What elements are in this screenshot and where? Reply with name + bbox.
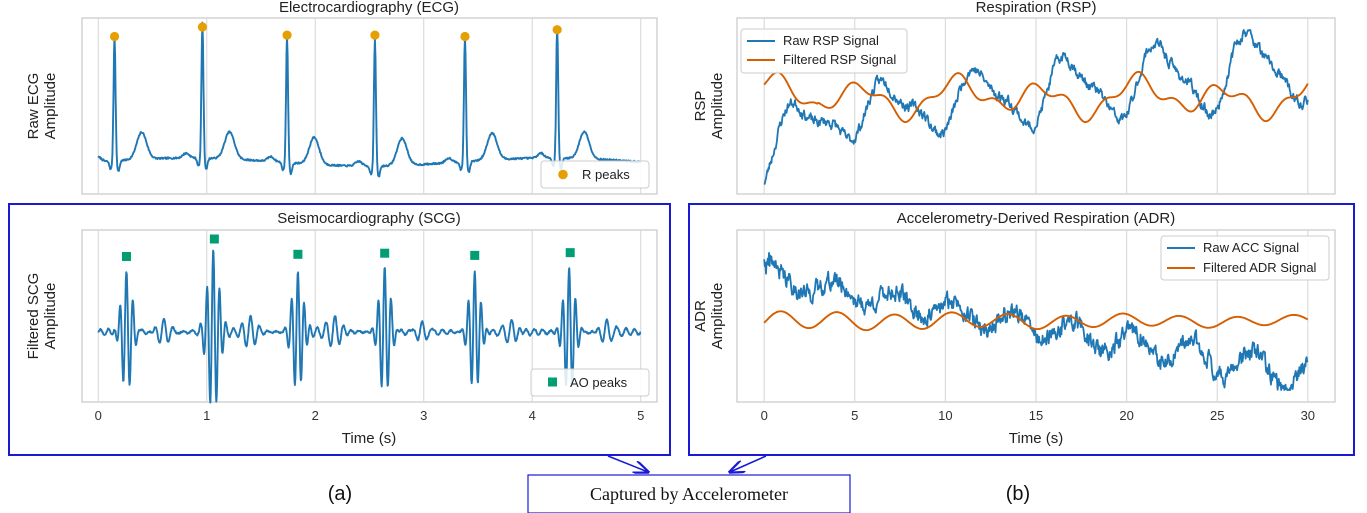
- adr-ylabel-line2: Amplitude: [709, 283, 726, 350]
- ecg-ylabel-line2: Amplitude: [42, 73, 59, 140]
- r-peak-marker: [109, 31, 120, 42]
- scg-xtick-labels: 0 1 2 3 4 5: [95, 408, 645, 423]
- raw-acc-trace: [763, 252, 1309, 391]
- ecg-panel: Electrocardiography (ECG) Raw ECG Amplit…: [25, 0, 658, 195]
- rsp-legend-filtered-label: Filtered RSP Signal: [783, 52, 896, 67]
- adr-traces: [763, 252, 1309, 391]
- adr-legend-box: [1160, 235, 1330, 281]
- ecg-ylabel: Raw ECG Amplitude: [25, 73, 59, 140]
- adr-xlabel: Time (s): [1009, 430, 1063, 447]
- caption-text: Captured by Accelerometer: [590, 484, 788, 504]
- scg-legend-label: AO peaks: [570, 375, 628, 390]
- scg-xtick-label: 3: [420, 408, 427, 423]
- adr-xtick-label: 30: [1301, 408, 1315, 423]
- adr-ylabel-line1: ADR: [692, 300, 709, 332]
- scg-title: Seismocardiography (SCG): [277, 210, 460, 227]
- rsp-panel: Respiration (RSP) RSP Amplitude Raw RSP …: [692, 0, 1336, 195]
- adr-legend-raw-label: Raw ACC Signal: [1203, 240, 1299, 255]
- adr-legend-filtered-label: Filtered ADR Signal: [1203, 260, 1317, 275]
- scg-ao-peak-markers: [121, 234, 575, 261]
- scg-xtick-label: 4: [529, 408, 536, 423]
- r-peak-marker: [370, 30, 380, 40]
- rsp-ylabel: RSP Amplitude: [692, 73, 726, 140]
- adr-title: Accelerometry-Derived Respiration (ADR): [897, 210, 1175, 227]
- accelerometer-box-adr: [688, 203, 1355, 456]
- scg-xtick-label: 1: [203, 408, 210, 423]
- adr-xtick-label: 0: [761, 408, 768, 423]
- scg-xtick-label: 0: [95, 408, 102, 423]
- ao-peak-marker: [121, 251, 131, 261]
- accelerometer-box-scg: [8, 203, 671, 456]
- adr-xtick-label: 15: [1029, 408, 1043, 423]
- ecg-trace: [97, 21, 642, 178]
- rsp-ylabel-line2: Amplitude: [709, 73, 726, 140]
- filtered-rsp-trace: [763, 70, 1309, 124]
- rsp-traces: [763, 29, 1309, 185]
- ecg-title: Electrocardiography (ECG): [279, 0, 459, 16]
- ecg-r-peak-markers: [109, 22, 562, 42]
- ao-peak-marker: [470, 250, 480, 260]
- rsp-legend-raw-label: Raw RSP Signal: [783, 33, 879, 48]
- filtered-adr-trace: [763, 310, 1309, 332]
- scg-trace: [97, 249, 642, 404]
- scg-xtick-label: 5: [637, 408, 644, 423]
- scg-ylabel-line2: Amplitude: [42, 283, 59, 350]
- ecg-axes-frame: [81, 17, 658, 195]
- ecg-legend-label: R peaks: [582, 167, 630, 182]
- adr-legend: Raw ACC Signal Filtered ADR Signal: [1160, 235, 1330, 281]
- ecg-legend: R peaks: [540, 160, 650, 189]
- panel-label-b: (b): [1006, 483, 1030, 505]
- ecg-legend-box: [540, 160, 650, 189]
- scg-traces: [97, 249, 642, 404]
- adr-xtick-label: 25: [1210, 408, 1224, 423]
- scg-ylabel-line1: Filtered SCG: [25, 273, 42, 360]
- ao-peak-marker: [293, 249, 303, 259]
- ao-peak-marker: [565, 248, 575, 258]
- r-peak-marker: [460, 31, 470, 42]
- scg-panel: Seismocardiography (SCG) Filtered SCG Am…: [25, 210, 658, 447]
- ecg-traces: [97, 21, 642, 178]
- adr-ylabel: ADR Amplitude: [692, 283, 726, 350]
- scg-legend: AO peaks: [530, 368, 650, 397]
- r-peak-marker: [282, 30, 292, 40]
- ao-peak-marker: [380, 248, 390, 258]
- scg-xtick-label: 2: [312, 408, 319, 423]
- scg-ylabel: Filtered SCG Amplitude: [25, 273, 59, 360]
- scg-axes-frame: [81, 229, 658, 403]
- rsp-ylabel-line1: RSP: [692, 91, 709, 122]
- ao-peak-marker: [209, 234, 219, 244]
- adr-xtick-label: 5: [851, 408, 858, 423]
- arrow-from-scg: [607, 455, 648, 472]
- arrow-from-adr: [730, 455, 767, 472]
- adr-panel: Accelerometry-Derived Respiration (ADR) …: [692, 210, 1336, 447]
- r-peak-marker: [197, 22, 208, 32]
- scg-xlabel: Time (s): [342, 430, 396, 447]
- adr-xtick-label: 10: [938, 408, 952, 423]
- panel-label-a: (a): [328, 483, 352, 505]
- rsp-legend-box: [740, 28, 908, 74]
- ao-peaks-legend-marker: [548, 377, 557, 387]
- rsp-legend: Raw RSP Signal Filtered RSP Signal: [740, 28, 908, 74]
- raw-rsp-trace: [763, 29, 1309, 185]
- rsp-title: Respiration (RSP): [976, 0, 1097, 16]
- adr-xtick-labels: 0 5 10 15 20 25 30: [761, 408, 1315, 423]
- scg-legend-box: [530, 368, 650, 397]
- ecg-ylabel-line1: Raw ECG: [25, 73, 42, 140]
- r-peak-marker: [552, 25, 562, 35]
- r-peaks-legend-marker: [558, 169, 568, 180]
- caption-box: [527, 474, 851, 513]
- adr-xtick-label: 20: [1119, 408, 1133, 423]
